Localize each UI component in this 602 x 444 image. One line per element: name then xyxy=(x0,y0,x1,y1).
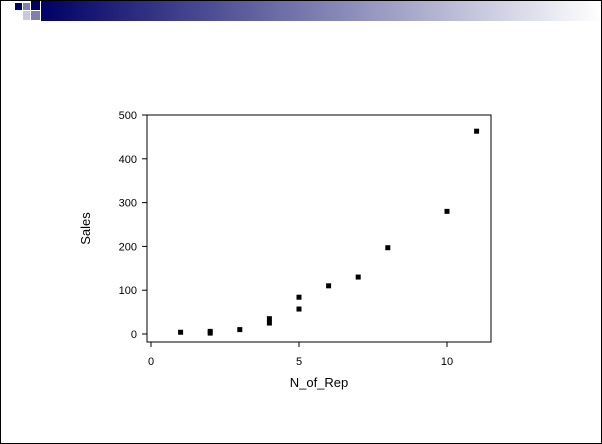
x-tick-label: 0 xyxy=(148,356,154,368)
data-point xyxy=(474,128,480,134)
data-point xyxy=(237,327,243,333)
x-tick-label: 5 xyxy=(296,356,302,368)
y-tick-label: 500 xyxy=(119,110,137,122)
x-axis-label: N_of_Rep xyxy=(290,375,349,390)
data-point xyxy=(355,274,361,280)
plot-frame xyxy=(146,114,492,343)
data-point xyxy=(178,329,184,335)
data-point xyxy=(266,316,272,322)
corner-block-mid-2 xyxy=(31,11,40,20)
corner-block-dark-2 xyxy=(31,1,40,10)
data-point xyxy=(385,245,391,251)
y-tick-label: 100 xyxy=(119,285,137,297)
y-tick-label: 200 xyxy=(119,241,137,253)
data-point xyxy=(326,283,332,289)
data-points xyxy=(178,128,480,336)
title-bar-gradient xyxy=(41,1,601,21)
data-point xyxy=(444,208,450,214)
slide-title-bar xyxy=(1,1,601,21)
data-point xyxy=(207,328,213,334)
y-tick-label: 0 xyxy=(131,329,137,341)
corner-block-mid-1 xyxy=(23,3,30,10)
title-bar-graphic xyxy=(15,1,601,21)
y-tick-label: 300 xyxy=(119,198,137,210)
y-axis-label: Sales xyxy=(78,212,93,245)
data-point xyxy=(296,306,302,312)
corner-block-light-1 xyxy=(23,11,30,20)
x-tick-label: 10 xyxy=(441,356,453,368)
y-tick-label: 400 xyxy=(119,154,137,166)
data-point xyxy=(296,294,302,300)
corner-block-dark-1 xyxy=(15,3,22,10)
data-point xyxy=(266,320,272,326)
